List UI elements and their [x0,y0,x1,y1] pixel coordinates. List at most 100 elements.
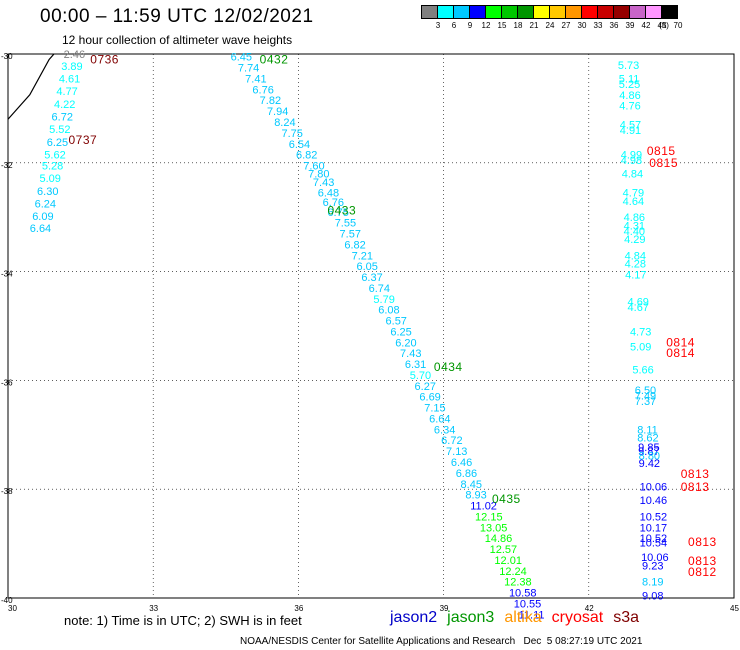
satellite-altika: altika [504,609,542,626]
pass-time-label: 0813 [681,467,710,481]
y-tick-label: -40 [1,596,13,605]
swh-value: 12.57 [490,544,518,556]
x-tick-label: 33 [149,604,158,613]
swh-value: 10.06 [640,481,668,493]
swh-value: 5.09 [39,173,60,185]
swh-value: 5.73 [618,60,639,72]
page-subtitle: 12 hour collection of altimeter wave hei… [62,33,293,47]
swh-value: 7.43 [313,177,334,189]
swh-value: 8.19 [642,577,663,589]
swh-value: 9.42 [639,458,660,470]
page-title: 00:00 – 11:59 UTC 12/02/2021 [40,6,314,27]
swh-value: 5.79 [373,294,394,306]
footer-credit: NOAA/NESDIS Center for Satellite Applica… [240,636,643,647]
swh-value: 7.75 [281,128,302,140]
swh-value: 7.49 [635,391,656,403]
legend-bin-label: 27 [561,21,571,30]
pass-time-label: 0814 [666,346,695,360]
legend-bin-label: 18 [513,21,523,30]
pass-time-label: 0813 [681,480,710,494]
swh-value: 3.89 [61,61,82,73]
swh-value: 6.25 [47,137,68,149]
satellite-jason2: jason2 [390,609,438,626]
swh-value: 5.09 [630,342,651,354]
swh-value: 4.57 [620,120,641,132]
swh-value: 12.38 [504,577,532,589]
swh-value: 10.17 [640,522,668,534]
swh-value: 6.75 [327,207,348,219]
y-tick-label: -32 [1,161,13,170]
legend-unit: (ft) [659,21,669,30]
legend-labels: 3 6 9 12 15 18 21 24 27 30 33 36 39 42 45 70 (ft) [422,19,683,33]
color-legend: 3 6 9 12 15 18 21 24 27 30 33 36 39 42 45 70 (ft) [421,5,683,33]
swh-value: 4.22 [54,99,75,111]
legend-bin-label: 9 [467,21,473,30]
swh-value: 10.06 [641,552,669,564]
swh-value: 6.45 [231,52,252,64]
swh-value: 6.64 [30,223,51,235]
swh-value: 7.15 [424,403,445,415]
swh-value: 6.27 [415,381,436,393]
swh-value: 12.01 [494,555,522,567]
swh-value: 6.64 [429,413,450,425]
legend-bin-label: 12 [481,21,491,30]
swh-value: 11.02 [470,501,497,513]
pass-time-label: 0814 [666,335,695,349]
swh-value: 5.70 [410,370,431,382]
pass-time-label: 0433 [327,204,356,218]
swh-value: 6.05 [356,261,377,273]
y-tick-label: -30 [1,52,13,61]
satellite-key: jason2 jason3 altika cryosat s3a [390,609,649,627]
swh-value: 6.31 [405,359,426,371]
coastline [7,53,55,120]
swh-value: 6.50 [635,385,656,397]
swh-value: 6.86 [456,468,477,480]
swh-value: 8.11 [637,424,658,436]
swh-value: 8.93 [465,490,486,502]
swh-value: 6.82 [296,150,317,162]
swh-value: 7.80 [308,169,329,181]
swh-value: 7.60 [303,161,324,173]
swh-value: 6.76 [323,197,344,209]
swh-value: 4.64 [623,196,644,208]
swh-value: 10.52 [640,533,668,545]
swh-value: 6.30 [37,186,58,198]
swh-value: 4.86 [619,90,640,102]
swh-value: 13.05 [480,522,508,534]
swh-value: 5.28 [42,161,63,173]
swh-value: 4.31 [624,220,645,232]
legend-bin-label: 30 [577,21,587,30]
pass-time-label: 0815 [647,144,676,158]
swh-value: 6.76 [252,84,273,96]
swh-value: 5.11 [619,73,640,85]
legend-bin-label: 6 [451,21,457,30]
swh-value: 6.74 [369,283,390,295]
pass-time-label: 0736 [90,52,119,66]
swh-value: 9.85 [638,442,659,454]
map-frame [7,53,735,599]
swh-value: 5.52 [49,124,70,136]
swh-value: 12.15 [475,511,503,523]
swh-value: 10.55 [514,598,542,610]
units-note: note: 1) Time is in UTC; 2) SWH is in fe… [64,613,302,628]
legend-bin-label: 36 [609,21,619,30]
swh-value: 4.29 [624,234,645,246]
swh-value: 6.24 [35,199,56,211]
satellite-cryosat: cryosat [551,609,604,626]
swh-value: 4.28 [625,258,646,270]
swh-value: 7.74 [238,63,259,75]
swh-value: 6.72 [52,112,73,124]
swh-value: 4.86 [624,212,645,224]
swh-value: 6.46 [451,457,472,469]
swh-value: 10.58 [509,588,537,600]
swh-value: 7.21 [352,250,373,262]
pass-time-label: 0815 [649,156,678,170]
swh-value: 6.82 [344,239,365,251]
swh-value: 4.84 [622,169,643,181]
swh-value: 6.48 [318,188,339,200]
y-tick-label: -34 [1,270,13,279]
swh-value: 7.43 [400,348,421,360]
swh-value: 8.62 [637,433,658,445]
swh-value: 4.76 [619,101,640,113]
legend-bin-label: 24 [545,21,555,30]
